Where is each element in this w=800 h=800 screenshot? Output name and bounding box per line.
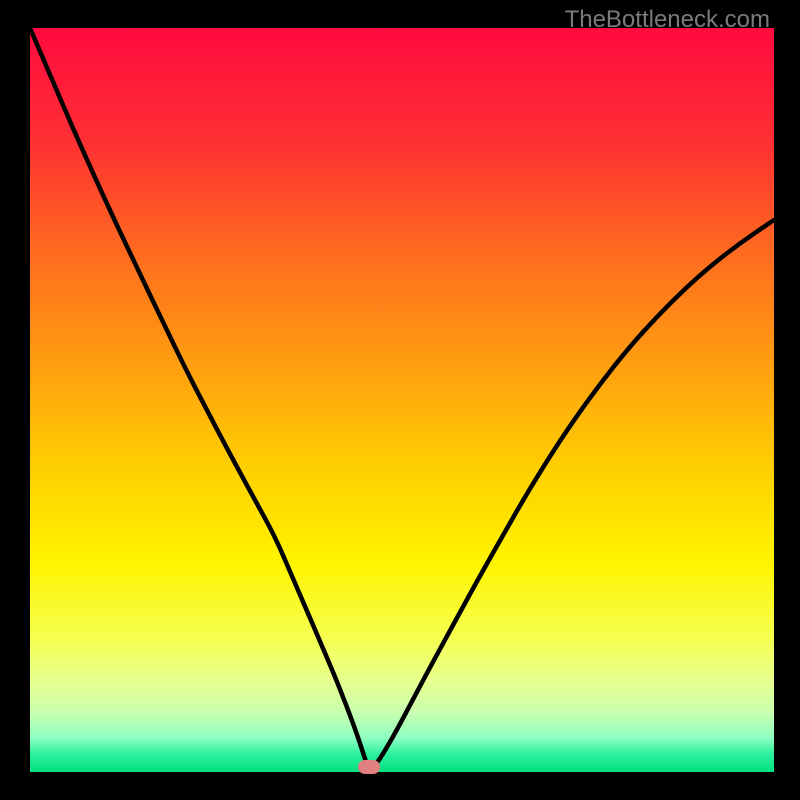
plot-area xyxy=(30,28,774,772)
curve-layer xyxy=(30,28,774,772)
optimum-marker xyxy=(358,760,380,774)
watermark-text: TheBottleneck.com xyxy=(565,6,770,34)
bottleneck-curve xyxy=(30,28,774,768)
chart-stage: TheBottleneck.com xyxy=(0,0,800,800)
